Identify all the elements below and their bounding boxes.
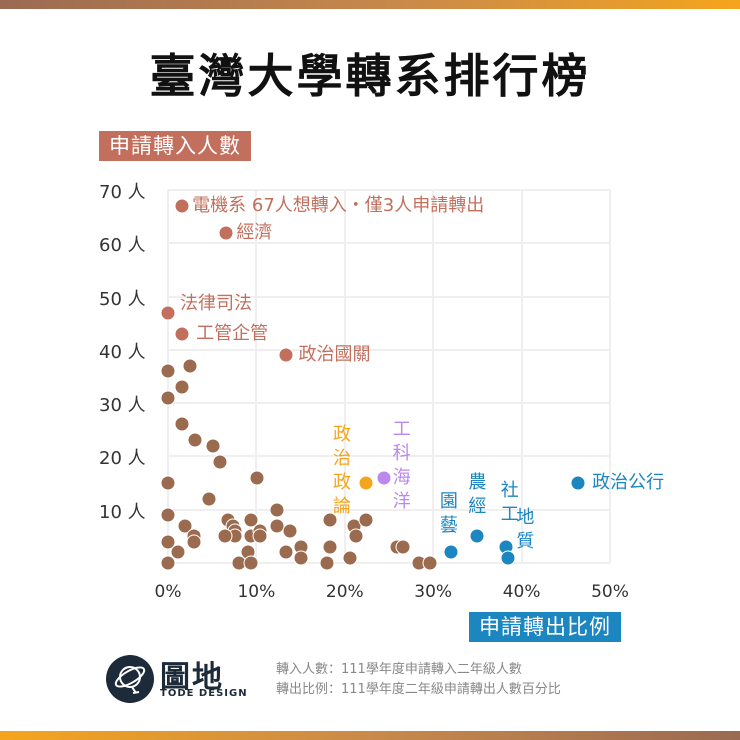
x-tick-label: 50% — [591, 582, 629, 602]
x-tick-label: 20% — [325, 582, 364, 602]
data-point — [348, 528, 364, 544]
data-point — [160, 363, 176, 379]
data-point — [469, 528, 485, 544]
point-annotation-sw: 社工 — [500, 480, 519, 525]
data-point — [218, 225, 234, 241]
data-point — [243, 555, 259, 571]
data-point — [342, 550, 358, 566]
data-point — [249, 470, 265, 486]
tode-logo-icon — [106, 655, 154, 703]
data-point — [160, 475, 176, 491]
gridline-horizontal — [168, 189, 610, 191]
data-point — [570, 475, 586, 491]
y-tick-label: 40 人 — [99, 341, 146, 363]
data-point — [174, 379, 190, 395]
y-tick-label: 60 人 — [99, 235, 146, 257]
y-tick-label: 70 人 — [99, 182, 146, 203]
data-point — [160, 390, 176, 406]
point-annotation-law: 法律司法 — [180, 292, 252, 314]
y-tick-label: 30 人 — [99, 395, 146, 417]
data-point — [201, 491, 217, 507]
data-point — [282, 523, 298, 539]
point-annotation-geo: 地質 — [516, 506, 535, 552]
data-point — [170, 544, 186, 560]
point-annotation-agec: 農經 — [468, 472, 487, 518]
point-annotation-polth: 政治政論 — [333, 424, 352, 518]
data-point — [319, 555, 335, 571]
gridline-horizontal — [168, 295, 610, 298]
data-point — [322, 539, 338, 555]
y-axis-label: 申請轉入人數 — [99, 131, 251, 161]
data-point — [160, 305, 176, 321]
gridline-vertical — [432, 190, 435, 563]
gridline-horizontal — [168, 348, 610, 351]
data-point — [174, 198, 190, 214]
gridline-vertical — [255, 190, 258, 563]
data-point — [160, 555, 176, 571]
gridline-vertical — [520, 190, 523, 563]
gridline-horizontal — [168, 508, 610, 511]
point-annotation-pa: 政治公行 — [592, 472, 665, 494]
data-point — [186, 534, 202, 550]
page-title: 臺灣大學轉系排行榜 — [149, 49, 591, 103]
data-point — [293, 550, 309, 566]
data-point — [205, 438, 221, 454]
x-tick-label: 40% — [502, 582, 541, 602]
point-annotation-ocean: 工科海洋 — [392, 418, 411, 512]
data-point — [278, 347, 294, 363]
data-point — [278, 544, 294, 560]
footnote-inflow: 轉入人數：111學年度申請轉入二年級人數 — [276, 662, 522, 677]
gridline-horizontal — [168, 242, 610, 245]
data-point — [182, 358, 198, 374]
data-point — [322, 512, 338, 528]
data-point — [212, 454, 228, 470]
x-axis-label: 申請轉出比例 — [469, 612, 621, 642]
data-point — [217, 528, 233, 544]
gridline-vertical — [609, 190, 611, 563]
data-point — [252, 528, 268, 544]
data-point — [269, 502, 285, 518]
bottom-gradient-bar — [0, 731, 740, 740]
point-annotation-ee: 電機系 67人想轉入・僅3人申請轉出 — [192, 194, 485, 216]
point-annotation-ir: 政治國關 — [298, 344, 371, 366]
data-point — [443, 544, 459, 560]
data-point — [174, 326, 190, 342]
data-point — [160, 534, 176, 550]
data-point — [358, 475, 374, 491]
point-annotation-hort: 園藝 — [439, 491, 458, 537]
logo-subtitle: TODE DESIGN — [160, 688, 248, 699]
point-annotation-ba: 工管企管 — [196, 322, 269, 344]
y-tick-label: 20 人 — [99, 448, 146, 470]
logo-name: 圖地 — [160, 660, 224, 695]
gridline-horizontal — [168, 455, 610, 458]
x-tick-label: 30% — [414, 582, 453, 602]
y-tick-label: 10 人 — [99, 501, 146, 523]
x-tick-label: 10% — [237, 582, 276, 602]
data-point — [358, 512, 374, 528]
footnote-outflow: 轉出比例：111學年度二年級申請轉出人數百分比 — [276, 682, 561, 697]
data-point — [160, 507, 176, 523]
data-point — [376, 470, 392, 486]
data-point — [174, 416, 190, 432]
gridline-horizontal — [168, 402, 610, 405]
data-point — [422, 555, 438, 571]
point-annotation-econ: 經濟 — [236, 221, 273, 243]
data-point — [500, 550, 516, 566]
data-point — [187, 432, 203, 448]
scatter-plot-area: 電機系 67人想轉入・僅3人申請轉出經濟法律司法工管企管政治國關政治政論 工科海洋… — [160, 189, 664, 571]
data-point — [395, 539, 411, 555]
top-gradient-bar — [0, 0, 740, 9]
y-tick-label: 50 人 — [99, 288, 146, 310]
gridline-baseline — [168, 562, 610, 564]
x-tick-label: 0% — [154, 582, 182, 602]
gridline-vertical — [343, 190, 346, 563]
